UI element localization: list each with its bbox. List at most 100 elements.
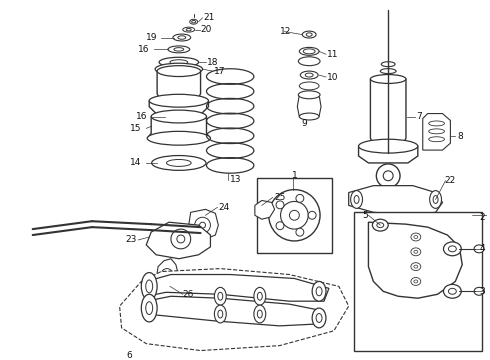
- Polygon shape: [370, 79, 406, 146]
- Polygon shape: [157, 71, 200, 101]
- Circle shape: [276, 201, 284, 209]
- Ellipse shape: [159, 57, 198, 67]
- Circle shape: [308, 211, 316, 219]
- Ellipse shape: [351, 190, 363, 208]
- Ellipse shape: [257, 292, 262, 300]
- Ellipse shape: [165, 293, 169, 296]
- Ellipse shape: [149, 94, 208, 107]
- Ellipse shape: [257, 310, 262, 318]
- Circle shape: [177, 235, 185, 243]
- Ellipse shape: [380, 69, 396, 73]
- Polygon shape: [189, 210, 219, 239]
- Ellipse shape: [299, 82, 319, 90]
- Ellipse shape: [302, 31, 316, 38]
- Ellipse shape: [254, 305, 266, 323]
- Polygon shape: [149, 101, 208, 114]
- Ellipse shape: [146, 302, 153, 315]
- Ellipse shape: [157, 66, 200, 77]
- Text: 12: 12: [280, 27, 291, 36]
- Polygon shape: [297, 95, 321, 117]
- Text: 5: 5: [363, 211, 368, 220]
- Circle shape: [199, 222, 205, 228]
- Ellipse shape: [433, 195, 438, 203]
- Text: 25: 25: [274, 193, 286, 202]
- Circle shape: [281, 202, 308, 229]
- Text: 22: 22: [444, 176, 456, 185]
- Ellipse shape: [215, 305, 226, 323]
- Ellipse shape: [165, 113, 193, 121]
- Text: 10: 10: [327, 72, 339, 81]
- Polygon shape: [146, 222, 210, 259]
- Ellipse shape: [301, 91, 317, 98]
- Ellipse shape: [218, 310, 223, 318]
- Text: 21: 21: [203, 13, 215, 22]
- Ellipse shape: [147, 131, 210, 145]
- Ellipse shape: [429, 129, 444, 134]
- Ellipse shape: [178, 36, 186, 39]
- Text: 15: 15: [130, 124, 141, 133]
- Ellipse shape: [303, 49, 315, 54]
- Ellipse shape: [430, 190, 441, 208]
- Ellipse shape: [429, 137, 444, 142]
- Ellipse shape: [316, 287, 322, 296]
- Ellipse shape: [474, 287, 484, 295]
- Ellipse shape: [443, 284, 461, 298]
- Ellipse shape: [168, 46, 190, 53]
- Ellipse shape: [377, 223, 384, 228]
- Ellipse shape: [186, 28, 191, 31]
- Text: 26: 26: [183, 290, 194, 299]
- Ellipse shape: [312, 308, 326, 328]
- Ellipse shape: [192, 21, 196, 23]
- Text: 13: 13: [230, 175, 242, 184]
- Text: 1: 1: [292, 171, 297, 180]
- Polygon shape: [359, 146, 418, 163]
- Ellipse shape: [146, 280, 153, 293]
- Text: 16: 16: [138, 45, 149, 54]
- Ellipse shape: [167, 159, 191, 166]
- Ellipse shape: [298, 57, 320, 66]
- Text: 24: 24: [219, 203, 230, 212]
- Ellipse shape: [429, 121, 444, 126]
- Text: 7: 7: [416, 112, 421, 121]
- Ellipse shape: [374, 143, 402, 150]
- Text: 6: 6: [126, 351, 132, 360]
- Ellipse shape: [414, 280, 418, 283]
- Text: 18: 18: [206, 58, 218, 67]
- Ellipse shape: [411, 233, 421, 241]
- Circle shape: [296, 194, 304, 202]
- Ellipse shape: [173, 34, 191, 41]
- Polygon shape: [120, 269, 349, 351]
- Circle shape: [276, 222, 284, 230]
- Ellipse shape: [443, 242, 461, 256]
- Ellipse shape: [298, 91, 320, 99]
- Text: 17: 17: [215, 67, 226, 76]
- Circle shape: [165, 272, 170, 277]
- Ellipse shape: [299, 48, 319, 55]
- Text: 23: 23: [125, 235, 136, 244]
- Ellipse shape: [370, 75, 406, 84]
- Ellipse shape: [414, 265, 418, 268]
- Ellipse shape: [173, 114, 185, 118]
- Text: 9: 9: [301, 119, 307, 128]
- Polygon shape: [255, 201, 274, 219]
- Ellipse shape: [414, 235, 418, 238]
- Text: 14: 14: [130, 158, 141, 167]
- Ellipse shape: [305, 73, 313, 77]
- Text: 2: 2: [479, 213, 485, 222]
- Polygon shape: [423, 113, 450, 150]
- Ellipse shape: [190, 19, 197, 24]
- Polygon shape: [147, 117, 210, 138]
- Circle shape: [161, 269, 173, 280]
- Circle shape: [290, 210, 299, 220]
- Ellipse shape: [354, 195, 359, 203]
- Circle shape: [296, 228, 304, 236]
- Ellipse shape: [414, 250, 418, 253]
- Ellipse shape: [157, 95, 200, 106]
- Ellipse shape: [306, 33, 312, 36]
- Ellipse shape: [218, 292, 223, 300]
- Ellipse shape: [448, 246, 456, 252]
- Ellipse shape: [316, 314, 322, 323]
- Circle shape: [171, 229, 191, 249]
- Circle shape: [376, 164, 400, 188]
- Ellipse shape: [372, 219, 388, 231]
